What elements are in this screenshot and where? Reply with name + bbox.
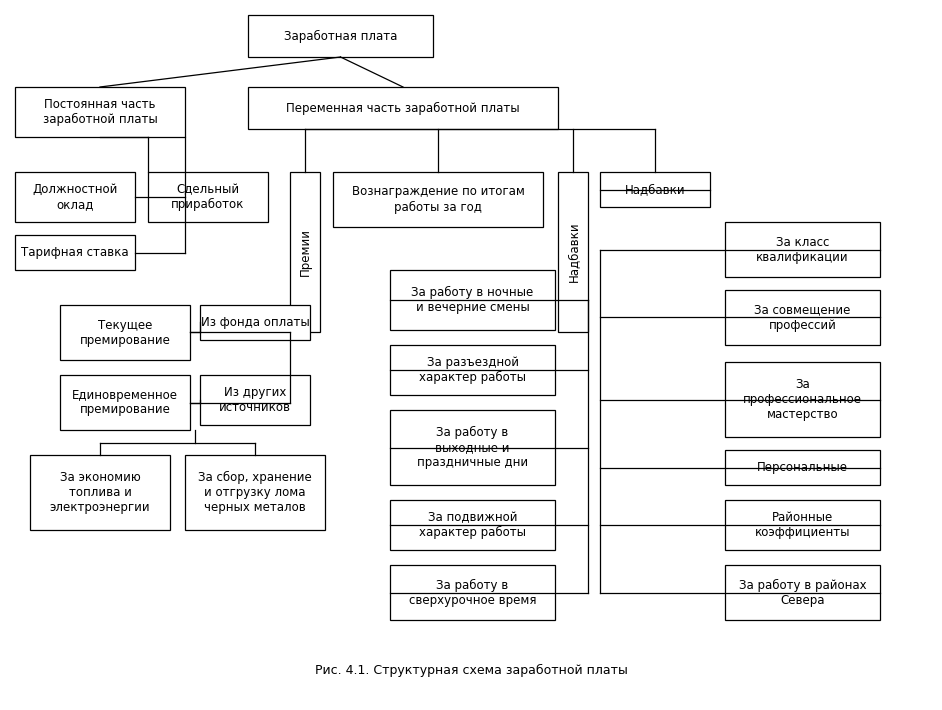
- Text: За сбор, хранение
и отгрузку лома
черных металов: За сбор, хранение и отгрузку лома черных…: [198, 471, 312, 514]
- FancyBboxPatch shape: [600, 172, 710, 207]
- Text: За
профессиональное
мастерство: За профессиональное мастерство: [743, 378, 862, 421]
- FancyBboxPatch shape: [185, 455, 325, 530]
- Text: За работу в
выходные и
праздничные дни: За работу в выходные и праздничные дни: [417, 426, 528, 469]
- FancyBboxPatch shape: [148, 172, 268, 222]
- FancyBboxPatch shape: [390, 565, 555, 620]
- FancyBboxPatch shape: [333, 172, 543, 227]
- Text: Надбавки: Надбавки: [566, 222, 579, 283]
- FancyBboxPatch shape: [30, 455, 170, 530]
- Text: Текущее
премирование: Текущее премирование: [79, 319, 171, 346]
- FancyBboxPatch shape: [390, 410, 555, 485]
- Text: Премии: Премии: [299, 228, 312, 276]
- FancyBboxPatch shape: [290, 172, 320, 332]
- Text: Из фонда оплаты: Из фонда оплаты: [201, 316, 309, 329]
- FancyBboxPatch shape: [15, 87, 185, 137]
- Text: За работу в районах
Севера: За работу в районах Севера: [739, 579, 867, 606]
- FancyBboxPatch shape: [60, 305, 190, 360]
- Text: Надбавки: Надбавки: [625, 183, 686, 196]
- FancyBboxPatch shape: [390, 345, 555, 395]
- Text: Персональные: Персональные: [757, 461, 848, 474]
- FancyBboxPatch shape: [200, 305, 310, 340]
- Text: Рис. 4.1. Структурная схема заработной платы: Рис. 4.1. Структурная схема заработной п…: [315, 663, 627, 677]
- FancyBboxPatch shape: [390, 500, 555, 550]
- Text: Заработная плата: Заработная плата: [284, 29, 398, 43]
- FancyBboxPatch shape: [15, 172, 135, 222]
- Text: Сдельный
приработок: Сдельный приработок: [171, 183, 245, 211]
- Text: Постоянная часть
заработной платы: Постоянная часть заработной платы: [42, 98, 157, 126]
- FancyBboxPatch shape: [15, 235, 135, 270]
- Text: Тарифная ставка: Тарифная ставка: [21, 246, 129, 259]
- Text: Единовременное
премирование: Единовременное премирование: [72, 388, 178, 417]
- Text: Районные
коэффициенты: Районные коэффициенты: [755, 511, 851, 539]
- FancyBboxPatch shape: [725, 500, 880, 550]
- FancyBboxPatch shape: [248, 15, 433, 57]
- FancyBboxPatch shape: [60, 375, 190, 430]
- Text: Должностной
оклад: Должностной оклад: [32, 183, 118, 211]
- Text: За работу в ночные
и вечерние смены: За работу в ночные и вечерние смены: [412, 286, 533, 314]
- Text: За класс
квалификации: За класс квалификации: [756, 236, 849, 263]
- Text: За подвижной
характер работы: За подвижной характер работы: [419, 511, 526, 539]
- FancyBboxPatch shape: [390, 270, 555, 330]
- Text: За разъездной
характер работы: За разъездной характер работы: [419, 356, 526, 384]
- FancyBboxPatch shape: [558, 172, 588, 332]
- FancyBboxPatch shape: [725, 565, 880, 620]
- FancyBboxPatch shape: [725, 290, 880, 345]
- Text: Вознаграждение по итогам
работы за год: Вознаграждение по итогам работы за год: [351, 185, 525, 214]
- Text: За совмещение
профессий: За совмещение профессий: [755, 303, 851, 332]
- Text: Переменная часть заработной платы: Переменная часть заработной платы: [286, 102, 520, 114]
- FancyBboxPatch shape: [248, 87, 558, 129]
- Text: Из других
источников: Из других источников: [219, 386, 291, 414]
- FancyBboxPatch shape: [725, 222, 880, 277]
- FancyBboxPatch shape: [725, 362, 880, 437]
- FancyBboxPatch shape: [200, 375, 310, 425]
- FancyBboxPatch shape: [725, 450, 880, 485]
- Text: За экономию
топлива и
электроэнергии: За экономию топлива и электроэнергии: [50, 471, 151, 514]
- Text: За работу в
сверхурочное время: За работу в сверхурочное время: [409, 579, 536, 606]
